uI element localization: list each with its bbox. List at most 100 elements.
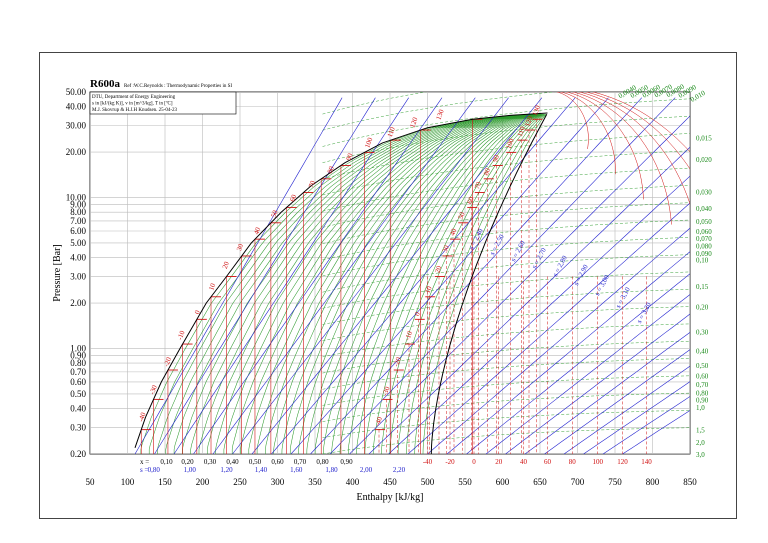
x-tick-label: 550 [458,477,472,487]
supercritical-isotherm [505,92,690,153]
bottom-temp-label: 120 [617,458,628,466]
x-prefix: x = [140,458,149,466]
entropy-label: 1,20 [220,466,233,474]
entropy-diag-label: s = 3,20 [635,301,653,325]
volume-label: 0,020 [696,156,712,164]
quality-line [298,114,538,454]
volume-line [322,133,690,180]
volume-label: 0,80 [696,390,709,398]
isotherm-vapor-label: 10 [424,285,434,295]
volume-label: 0,40 [696,347,709,355]
isentrope-line [134,97,343,454]
supercritical-isotherm [528,92,644,200]
volume-label: 1,5 [696,427,705,435]
quality-line [140,114,527,454]
isotherm-label: 50 [270,209,280,219]
isotherm-vapor-label: 80 [482,167,492,177]
quality-line [389,114,545,454]
quality-label: 0,50 [249,458,262,466]
y-tick-label: 4.00 [70,253,86,263]
y-tick-label: 0.90 [70,350,86,360]
isotherm-label: 110 [386,126,397,139]
quality-line [406,114,546,454]
entropy-label: 1,80 [325,466,338,474]
bottom-temp-label: 20 [495,458,503,466]
isotherm-label: 20 [221,260,231,270]
quality-line [281,114,537,454]
volume-label: 2,0 [696,439,705,447]
quality-label: 0,70 [294,458,307,466]
isotherm-label: 40 [252,226,262,236]
x-tick-label: 400 [346,477,360,487]
isotherm-vapor-label: 100 [505,137,516,150]
x-tick-label: 250 [233,477,247,487]
isotherm-label: -30 [148,384,159,396]
x-axis-label: Enthalpy [kJ/kg] [357,492,424,503]
entropy-label: 2,00 [360,466,373,474]
quality-line [364,114,543,454]
y-tick-label: 0.50 [70,389,86,399]
volume-label: 0,050 [696,218,712,226]
isentrope-line [193,97,443,454]
quality-line [223,114,533,454]
y-tick-label: 0.40 [70,404,86,414]
volume-label: 0,70 [696,381,709,389]
quality-line [173,114,530,454]
isentrope-line [524,331,690,454]
isotherm-vapor-label: 70 [473,180,483,190]
x-tick-label: 650 [533,477,547,487]
quality-line [198,114,531,454]
y-tick-label: 0.20 [70,449,86,459]
isotherm-label: -10 [176,329,187,341]
quality-label: 0,80 [316,458,329,466]
y-axis-label: Pressure [Bar] [52,244,63,301]
x-tick-label: 600 [496,477,510,487]
info-line: M.J. Skovrup & H.J.H Knudsen. 25-04-23 [92,108,178,113]
isentrope-line [154,97,376,454]
x-tick-label: 300 [271,477,285,487]
x-tick-label: 100 [121,477,135,487]
volume-line [322,98,690,147]
y-tick-label: 5.00 [70,238,86,248]
quality-label: 0,60 [271,458,284,466]
volume-label: 0,10 [696,256,709,264]
isentrope-line [310,97,643,454]
volume-label: 0,080 [696,243,712,251]
isentrope-line [485,294,690,454]
volume-label: 0,50 [696,362,709,370]
y-tick-label: 9.00 [70,199,86,209]
volume-label: 3,0 [696,451,705,459]
isentrope-line [368,146,690,454]
supercritical-isotherm [533,92,616,175]
volume-label: 0,090 [696,250,712,258]
quality-line [157,114,529,454]
entropy-label: 2,20 [393,466,406,474]
isentrope-line [290,97,609,454]
quality-line [248,114,535,454]
isotherm-vapor-label: 0 [413,311,422,317]
info-box [89,91,237,115]
volume-label: 0,015 [696,134,712,142]
x-tick-label: 200 [196,477,210,487]
isotherm-vapor-label: 30 [441,244,451,254]
isotherm-label: 60 [288,193,298,203]
entropy-diag-label: s = 2,60 [509,239,527,263]
isentrope-line [466,273,690,454]
volume-label: 0,30 [696,328,709,336]
entropy-diag-label: s = 2,70 [530,246,548,270]
isotherm-vapor-label: 130 [531,104,542,117]
y-tick-label: 2.00 [70,298,86,308]
isotherm-vapor-label: -30 [381,385,392,397]
isotherm-label: 80 [326,165,336,175]
isotherm-vapor-label: 120 [523,115,534,128]
x-tick-label: 500 [421,477,435,487]
quality-line [231,114,534,454]
quality-line [289,114,538,454]
isotherm-label: 90 [345,152,355,162]
quality-line [323,114,540,454]
y-tick-label: 20.00 [66,147,87,157]
isotherm-vapor-label: 60 [466,195,476,205]
isotherm-vapor-label: 20 [433,264,443,274]
y-tick-label: 0.60 [70,377,86,387]
